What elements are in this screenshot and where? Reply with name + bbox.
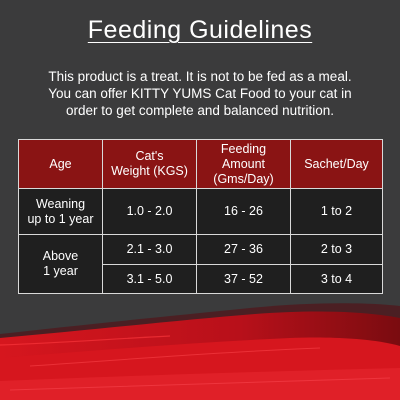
weight-cell: 1.0 - 2.0 xyxy=(102,188,197,235)
feeding-table: Age Cat's Weight (KGS) Feeding Amount (G… xyxy=(18,139,383,294)
table-row: 3.1 - 5.0 37 - 52 3 to 4 xyxy=(19,264,383,294)
table-row: Weaning up to 1 year 1.0 - 2.0 16 - 26 1… xyxy=(18,188,383,235)
header-age: Age xyxy=(18,139,103,189)
header-feeding-amount: Feeding Amount (Gms/Day) xyxy=(196,139,291,189)
sachet-cell: 2 to 3 xyxy=(290,234,383,265)
header-weight: Cat's Weight (KGS) xyxy=(102,139,197,189)
intro-line: This product is a treat. It is not to be… xyxy=(48,69,352,84)
table-row: Above 1 year 2.1 - 3.0 27 - 36 2 to 3 xyxy=(18,234,383,294)
age-cell: Above 1 year xyxy=(18,234,103,294)
amount-cell: 27 - 36 xyxy=(196,234,291,265)
header-sachet: Sachet/Day xyxy=(290,139,383,189)
intro-text: This product is a treat. It is not to be… xyxy=(44,68,356,119)
sachet-cell: 3 to 4 xyxy=(290,264,383,294)
amount-cell: 16 - 26 xyxy=(196,188,291,235)
page-title: Feeding Guidelines xyxy=(87,16,313,44)
intro-line: You can offer KITTY YUMS Cat Food to you… xyxy=(48,86,352,101)
intro-line: order to get complete and balanced nutri… xyxy=(66,103,334,118)
table-header-row: Age Cat's Weight (KGS) Feeding Amount (G… xyxy=(18,139,383,189)
age-cell: Weaning up to 1 year xyxy=(18,188,103,235)
weight-cell: 2.1 - 3.0 xyxy=(102,234,197,265)
weight-cell: 3.1 - 5.0 xyxy=(102,264,197,294)
sachet-cell: 1 to 2 xyxy=(290,188,383,235)
amount-cell: 37 - 52 xyxy=(196,264,291,294)
